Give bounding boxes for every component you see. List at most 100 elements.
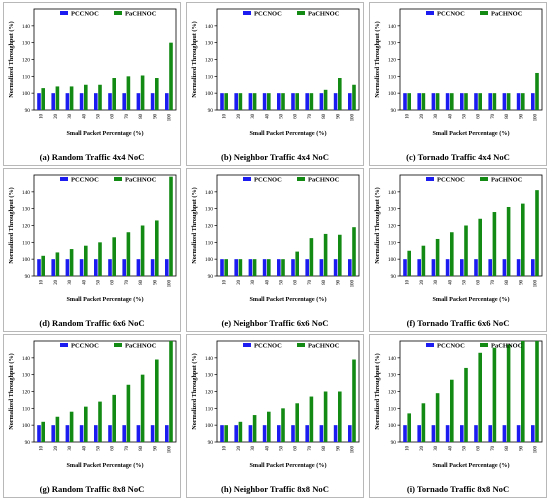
chart-svg: 90 100 110 120 130 140 10 20 30 40 50 60 70 80 90 100 PC… [191, 340, 360, 469]
bar-pachnoc-70 [492, 347, 497, 442]
bar-pccnoc-30 [248, 93, 253, 110]
bar-pachnoc-20 [238, 259, 243, 276]
bar-pccnoc-80 [319, 425, 324, 442]
bar-pachnoc-70 [309, 238, 314, 276]
bar-pachnoc-20 [238, 93, 243, 110]
y-tick-label: 120 [388, 58, 396, 64]
y-tick-label: 140 [205, 24, 213, 30]
y-tick-label: 90 [25, 108, 31, 114]
bar-pachnoc-100 [169, 42, 173, 110]
bar-pachnoc-60 [112, 237, 116, 276]
bar-pachnoc-50 [464, 367, 468, 442]
bar-pachnoc-80 [140, 75, 145, 110]
y-tick-label: 130 [22, 207, 30, 213]
bar-pccnoc-60 [474, 93, 478, 110]
x-tick-label: 20 [54, 113, 59, 118]
bar-pccnoc-50 [94, 93, 98, 110]
y-tick-label: 140 [22, 190, 30, 196]
y-tick-label: 120 [22, 58, 30, 64]
bar-pachnoc-60 [295, 93, 299, 110]
panel-caption: (h) Neighbor Traffic 8x8 NoC [221, 484, 329, 494]
bar-pccnoc-50 [277, 425, 281, 442]
x-tick-label: 100 [351, 113, 356, 121]
bar-pccnoc-80 [136, 425, 141, 442]
y-tick-label: 100 [22, 91, 30, 97]
bar-pachnoc-10 [41, 88, 45, 110]
x-tick-label: 40 [265, 113, 270, 118]
bar-pachnoc-40 [84, 245, 88, 276]
bar-pachnoc-50 [464, 93, 468, 110]
bar-pachnoc-90 [155, 220, 159, 276]
bar-pachnoc-50 [281, 259, 285, 276]
x-tick-label: 40 [448, 279, 453, 284]
x-tick-label: 40 [448, 113, 453, 118]
bar-pachnoc-30 [252, 93, 257, 110]
bar-pachnoc-20 [421, 245, 426, 276]
x-tick-label: 50 [280, 445, 285, 450]
bar-pachnoc-30 [69, 411, 74, 442]
bar-pccnoc-20 [417, 93, 421, 110]
plot-frame [33, 8, 177, 111]
y-axis-label: Normalized Throughput (%) [374, 21, 381, 97]
x-tick-label: 40 [448, 445, 453, 450]
panel-caption: (b) Neighbor Traffic 4x4 NoC [221, 152, 329, 162]
y-tick-label: 90 [25, 274, 31, 280]
x-tick-label: 60 [294, 279, 299, 284]
bar-pccnoc-100 [348, 259, 352, 276]
legend-swatch-pccnoc [426, 11, 434, 15]
y-tick-label: 120 [22, 224, 30, 230]
x-tick-label: 60 [477, 113, 482, 118]
bar-pccnoc-70 [122, 425, 126, 442]
plot-frame [216, 8, 360, 111]
x-axis-label: Small Packet Percentage (%) [432, 462, 509, 469]
bar-pccnoc-80 [319, 93, 324, 110]
bar-pachnoc-100 [352, 227, 356, 276]
bar-pachnoc-100 [535, 190, 539, 276]
y-axis-label: Normalized Throughput (%) [8, 187, 15, 263]
panel-caption: (g) Random Traffic 8x8 NoC [39, 484, 145, 494]
legend-label-pachnoc: PaCHNOC [491, 177, 523, 184]
x-tick-label: 10 [406, 279, 411, 284]
x-tick-label: 70 [491, 113, 496, 118]
legend-label-pachnoc: PaCHNOC [491, 343, 523, 350]
panel-caption: (i) Tornado Traffic 8x8 NoC [406, 484, 510, 494]
bar-pachnoc-90 [155, 78, 159, 110]
bar-pccnoc-100 [165, 93, 169, 110]
bar-pccnoc-40 [79, 425, 84, 442]
plot-frame [399, 340, 543, 443]
chart-svg: 90 100 110 120 130 140 10 20 30 40 50 60 70 80 90 100 PC… [191, 174, 360, 303]
y-tick-label: 130 [205, 207, 213, 213]
bar-pachnoc-30 [252, 259, 257, 276]
x-tick-label: 70 [491, 279, 496, 284]
x-tick-label: 40 [82, 445, 87, 450]
y-axis-label: Normalized Throughput (%) [191, 187, 198, 263]
x-tick-label: 10 [406, 445, 411, 450]
bar-pccnoc-60 [291, 425, 295, 442]
y-tick-label: 100 [205, 423, 213, 429]
y-axis-label: Normalized Throughput (%) [191, 21, 198, 97]
bar-pachnoc-90 [521, 93, 525, 110]
x-axis-label: Small Packet Percentage (%) [249, 130, 326, 137]
bar-pccnoc-30 [431, 93, 436, 110]
bar-pccnoc-70 [305, 425, 309, 442]
x-tick-label: 50 [463, 113, 468, 118]
bar-pccnoc-60 [108, 259, 112, 276]
x-tick-label: 60 [294, 113, 299, 118]
bar-pachnoc-50 [98, 84, 102, 110]
x-tick-label: 70 [125, 113, 130, 118]
bar-pccnoc-80 [502, 93, 507, 110]
bar-pachnoc-20 [55, 252, 60, 276]
y-tick-label: 100 [388, 423, 396, 429]
y-tick-label: 140 [388, 24, 396, 30]
bar-pccnoc-30 [431, 425, 436, 442]
x-tick-label: 10 [406, 113, 411, 118]
bar-pachnoc-30 [435, 93, 440, 110]
y-tick-label: 90 [391, 274, 397, 280]
bar-pachnoc-30 [69, 86, 74, 110]
bar-pachnoc-60 [295, 403, 299, 442]
bar-pachnoc-80 [506, 93, 511, 110]
bar-pachnoc-80 [323, 233, 328, 276]
bar-pachnoc-20 [55, 86, 60, 110]
bar-pachnoc-10 [407, 413, 411, 442]
legend-label-pccnoc: PCCNOC [71, 177, 99, 184]
